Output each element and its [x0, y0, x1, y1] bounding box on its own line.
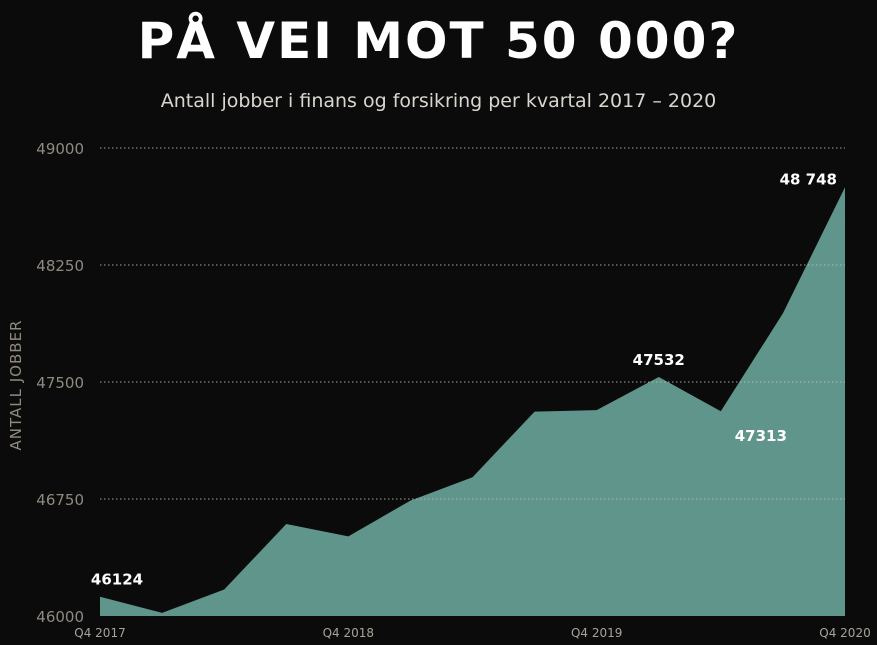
y-tick-label: 48250: [36, 257, 84, 275]
y-axis-label: ANTALL JOBBER: [7, 320, 25, 451]
area-series: [100, 187, 845, 617]
x-tick-label: Q4 2020: [819, 626, 870, 640]
x-tick-label: Q4 2019: [571, 626, 622, 640]
data-label: 47532: [633, 351, 685, 369]
y-tick-label: 47500: [36, 374, 84, 392]
data-label: 48 748: [780, 170, 837, 188]
y-tick-label: 46000: [36, 608, 84, 626]
chart-subtitle: Antall jobber i finans og forsikring per…: [160, 90, 717, 112]
y-tick-label: 49000: [36, 140, 84, 158]
x-tick-label: Q4 2018: [323, 626, 374, 640]
data-label: 46124: [91, 571, 143, 589]
x-tick-label: Q4 2017: [74, 626, 125, 640]
chart-title: PÅ VEI MOT 50 000?: [137, 12, 740, 70]
y-tick-label: 46750: [36, 491, 84, 509]
data-label: 47313: [735, 427, 787, 445]
